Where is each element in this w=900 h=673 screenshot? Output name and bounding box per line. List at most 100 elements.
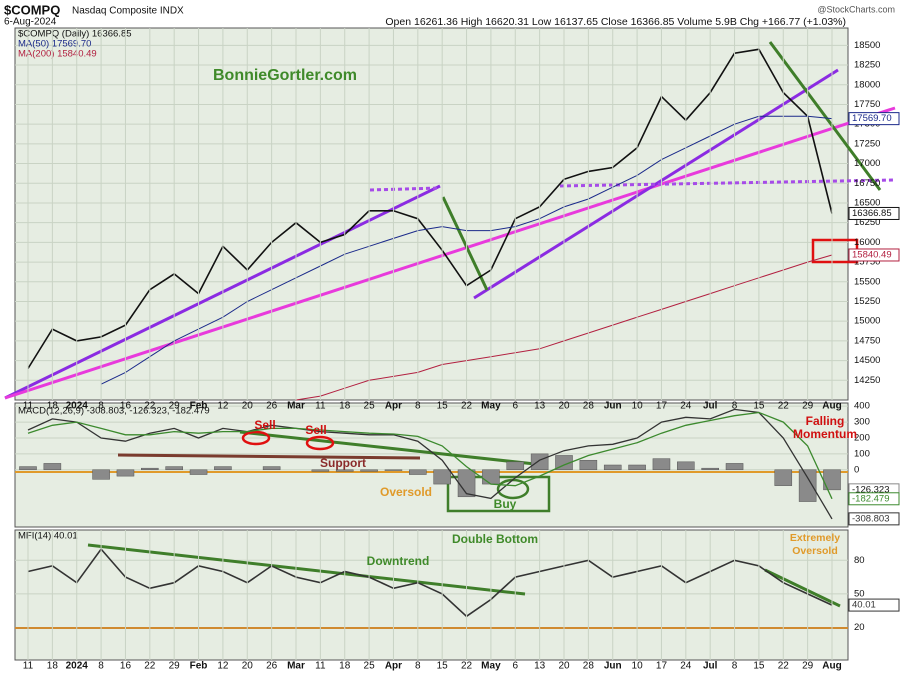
macd-panel (14, 402, 849, 528)
x-tick-label: 16 (120, 401, 132, 412)
watermark-title: BonnieGortler.com (213, 67, 357, 84)
histogram-bar (555, 455, 573, 471)
last-value-box (848, 598, 900, 612)
x-tick-label: 17 (656, 401, 668, 412)
y-tick-label: 14500 (854, 355, 880, 366)
histogram-bar (798, 469, 817, 502)
price-panel (14, 27, 849, 401)
histogram-bar (165, 466, 183, 471)
histogram-bar (311, 469, 330, 472)
series-line (27, 408, 833, 520)
panel-legend: MACD(12,26,9) -308.803, -126.323, -182.4… (18, 406, 210, 417)
x-tick-label: 12 (217, 661, 229, 672)
x-tick-label: 17 (656, 661, 668, 672)
x-tick-label: 15 (437, 661, 449, 672)
watermark: @StockCharts.com (817, 4, 895, 14)
x-tick-label: 11 (23, 661, 34, 672)
x-tick-label: 22 (778, 401, 790, 412)
x-tick-label: 29 (169, 401, 181, 412)
histogram-bar (482, 469, 500, 485)
x-tick-label: 25 (364, 661, 376, 672)
legend-entry: MA(50) 17569.70 (18, 39, 91, 50)
x-tick-label: 18 (47, 401, 59, 412)
x-tick-label: 29 (802, 401, 814, 412)
symbol: $COMPQ (4, 2, 60, 17)
y-tick-label: 200 (854, 432, 870, 443)
x-tick-label: 24 (680, 661, 692, 672)
date: 6-Aug-2024 (4, 17, 57, 28)
x-tick-label: 22 (144, 661, 156, 672)
y-tick-label: 18500 (854, 40, 880, 51)
x-tick-label: 20 (242, 401, 254, 412)
y-tick-label: 14750 (854, 335, 880, 346)
x-tick-label: 22 (461, 401, 473, 412)
x-tick-label: 13 (534, 661, 546, 672)
annotation-line: Momentum (793, 427, 857, 441)
histogram-bar (774, 469, 793, 486)
x-tick-label: 2024 (66, 661, 89, 672)
x-tick-label: Apr (385, 401, 402, 412)
annotation: Sell (305, 423, 326, 437)
x-tick-label: 11 (315, 661, 326, 672)
x-tick-label: 2024 (66, 401, 89, 412)
histogram-bar (189, 469, 208, 475)
x-tick-label: 6 (512, 401, 518, 412)
trendline (87, 543, 526, 596)
last-value-label: 17569.70 (852, 113, 892, 124)
x-tick-label: Mar (287, 661, 305, 672)
trendlines (4, 41, 896, 629)
x-tick-label: Feb (190, 401, 208, 412)
last-value-label: -308.803 (852, 513, 890, 524)
y-tick-label: 15750 (854, 257, 880, 268)
x-tick-label: 15 (753, 401, 765, 412)
x-tick-label: 10 (632, 401, 644, 412)
x-tick-label: 20 (558, 661, 570, 672)
legend-entry: $COMPQ (Daily) 16366.85 (18, 29, 132, 40)
series-line (27, 48, 833, 369)
x-tick-label: May (481, 401, 501, 412)
y-tick-label: 16000 (854, 237, 880, 248)
x-tick-label: 8 (98, 661, 104, 672)
x-tick-label: Jul (703, 401, 718, 412)
y-tick-label: 16750 (854, 178, 880, 189)
y-tick-label: 400 (854, 401, 870, 412)
x-tick-label: 25 (364, 401, 376, 412)
x-tick-label: Mar (287, 401, 305, 412)
annotation-line: Falling (806, 414, 845, 428)
histogram-bar (701, 467, 719, 471)
x-tick-label: 28 (583, 661, 595, 672)
x-tick-label: Apr (385, 661, 402, 672)
y-tick-label: 100 (854, 448, 870, 459)
last-value-box (848, 206, 900, 220)
histogram-bar (530, 453, 549, 471)
histogram-bar (116, 469, 135, 477)
trendline (441, 196, 489, 291)
x-tick-label: 18 (339, 661, 351, 672)
trendline (473, 68, 839, 300)
last-value-box (848, 112, 900, 126)
x-tick-label: 29 (169, 661, 181, 672)
histogram-bar (384, 469, 403, 471)
y-tick-label: 300 (854, 417, 870, 428)
x-tick-label: 18 (47, 661, 59, 672)
x-tick-label: 8 (415, 661, 421, 672)
histogram-bar (628, 464, 646, 471)
y-tick-label: 18000 (854, 79, 880, 90)
histogram-bar (457, 469, 476, 498)
annotation-line: Oversold (792, 545, 838, 557)
histogram-bar (652, 458, 671, 471)
x-tick-label: 6 (512, 661, 518, 672)
x-tick-label: 22 (144, 401, 156, 412)
y-tick-label: 16500 (854, 197, 880, 208)
sell-marker (241, 430, 271, 446)
y-tick-label: 17250 (854, 138, 880, 149)
y-tick-label: 18250 (854, 60, 880, 71)
sell-marker (305, 435, 335, 451)
y-tick-label: 15250 (854, 296, 880, 307)
annotation: Extremely Oversold (790, 532, 840, 557)
x-tick-label: 15 (437, 401, 449, 412)
legend-entry: MFI(14) 40.01 (18, 531, 78, 542)
x-tick-label: Jun (604, 401, 622, 412)
x-tick-label: 10 (632, 661, 644, 672)
histogram-bar (19, 466, 37, 471)
